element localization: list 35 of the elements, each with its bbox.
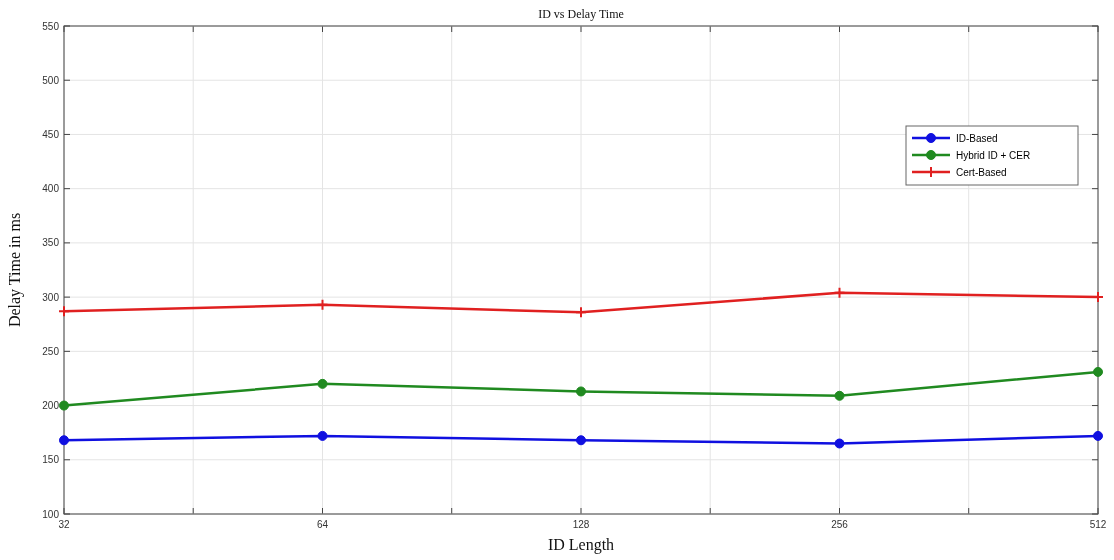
point [59,435,69,446]
y-axis-title: Delay Time in ms [6,212,24,328]
y-tick-label: 400 [42,183,60,195]
y-tick-label: 550 [42,20,60,32]
point [576,386,586,397]
point [834,438,845,449]
legend-label: Cert-Based [956,167,1007,178]
legend-label: ID-Based [956,133,998,144]
x-tick-label: 32 [58,519,70,530]
legend-label: Hybrid ID + CER [956,150,1031,161]
x-axis-title: ID Length [547,536,615,554]
x-tick-label: 256 [831,519,849,530]
y-tick-label: 250 [42,345,60,357]
point [316,298,329,311]
y-tick-label: 200 [42,400,60,412]
y-tick-label: 500 [42,74,60,86]
x-tick-label: 128 [572,519,590,530]
point [1093,430,1103,441]
x-tick-label: 64 [316,519,329,530]
point [575,306,587,319]
point [317,378,328,389]
y-tick-label: 150 [42,454,60,466]
point [576,435,586,446]
point [834,390,845,401]
y-tick-label: 350 [42,237,60,249]
point [317,430,328,441]
y-tick-label: 300 [42,291,60,303]
x-tick-label: 512 [1089,519,1107,530]
point [1093,366,1103,377]
point [58,305,70,318]
point [59,400,69,411]
y-tick-label: 100 [42,508,60,520]
chart-title: ID vs Delay Time [538,7,624,21]
y-tick-label: 450 [42,128,60,140]
point [833,286,846,299]
